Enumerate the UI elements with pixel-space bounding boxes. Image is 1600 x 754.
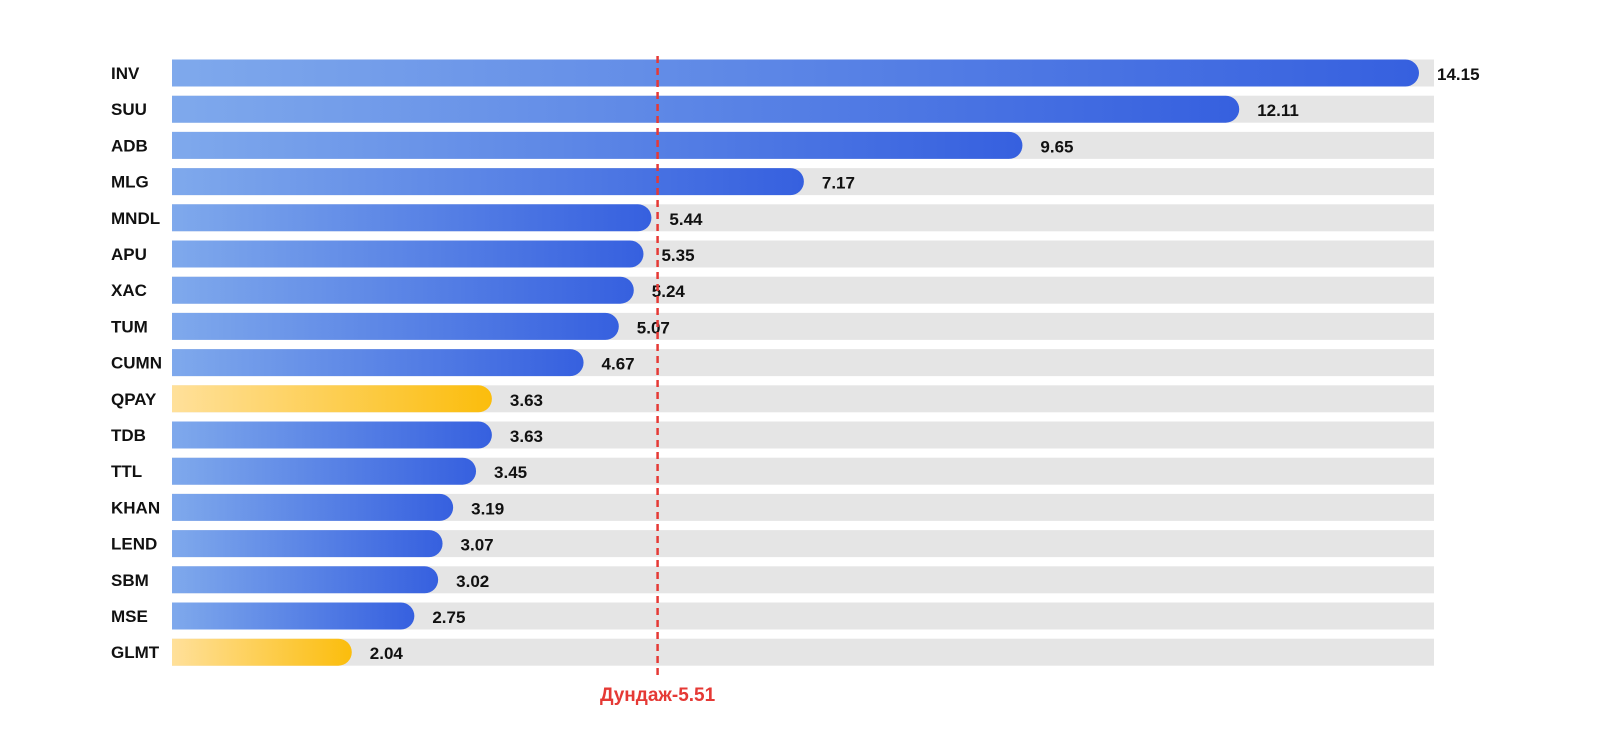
category-label-inv: INV [111, 64, 140, 83]
category-label-tdb: TDB [111, 426, 146, 445]
bar-sbm [172, 566, 439, 594]
value-label-tdb: 3.63 [510, 427, 543, 446]
value-label-apu: 5.35 [661, 246, 694, 265]
value-label-cumn: 4.67 [602, 355, 635, 374]
bar-lend [172, 530, 443, 558]
category-label-lend: LEND [111, 535, 157, 554]
value-label-mlg: 7.17 [822, 174, 855, 193]
average-reference-label: Дундаж-5.51 [600, 685, 716, 706]
bar-inv [172, 59, 1419, 87]
value-label-adb: 9.65 [1040, 137, 1073, 156]
category-label-khan: KHAN [111, 498, 160, 517]
bar-ttl [172, 457, 477, 485]
category-label-mse: MSE [111, 607, 148, 626]
bar-apu [172, 240, 644, 268]
category-label-cumn: CUMN [111, 354, 162, 373]
bar-glmt [172, 638, 352, 666]
bar-tdb [172, 421, 492, 449]
value-label-tum: 5.07 [637, 318, 670, 337]
value-label-khan: 3.19 [471, 499, 504, 518]
bar-track-glmt [172, 638, 1434, 666]
category-label-adb: ADB [111, 136, 148, 155]
bars [172, 59, 1419, 666]
category-labels: INV SUU ADB MLG MNDL APU XAC TUM CUMN QPAY TDB TTL K… [111, 64, 162, 662]
category-label-sbm: SBM [111, 571, 149, 590]
bar-xac [172, 276, 634, 304]
category-label-mlg: MLG [111, 173, 149, 192]
value-label-suu: 12.11 [1257, 101, 1299, 120]
category-label-tum: TUM [111, 317, 148, 336]
category-label-mndl: MNDL [111, 209, 160, 228]
value-label-lend: 3.07 [461, 536, 494, 555]
category-label-apu: APU [111, 245, 147, 264]
bar-cumn [172, 349, 584, 377]
bar-khan [172, 493, 454, 521]
value-label-mndl: 5.44 [669, 210, 703, 229]
bar-mlg [172, 168, 804, 196]
value-label-ttl: 3.45 [494, 463, 527, 482]
bar-adb [172, 131, 1023, 159]
bar-mse [172, 602, 415, 630]
value-label-glmt: 2.04 [370, 644, 404, 663]
category-label-xac: XAC [111, 281, 147, 300]
category-label-qpay: QPAY [111, 390, 157, 409]
category-label-ttl: TTL [111, 462, 142, 481]
reference-line-group: Дундаж-5.51 [600, 56, 716, 706]
bar-qpay [172, 385, 492, 413]
value-label-inv: 14.15 [1437, 65, 1480, 84]
value-label-mse: 2.75 [432, 608, 465, 627]
value-label-qpay: 3.63 [510, 391, 543, 410]
bar-tum [172, 312, 619, 340]
value-labels: 14.15 12.11 9.65 7.17 5.44 5.35 5.24 5.074.67 3.… [370, 65, 1480, 663]
value-label-xac: 5.24 [652, 282, 686, 301]
bar-mndl [172, 204, 652, 232]
value-label-sbm: 3.02 [456, 572, 489, 591]
bar-suu [172, 95, 1240, 123]
category-label-glmt: GLMT [111, 643, 160, 662]
category-label-suu: SUU [111, 100, 147, 119]
